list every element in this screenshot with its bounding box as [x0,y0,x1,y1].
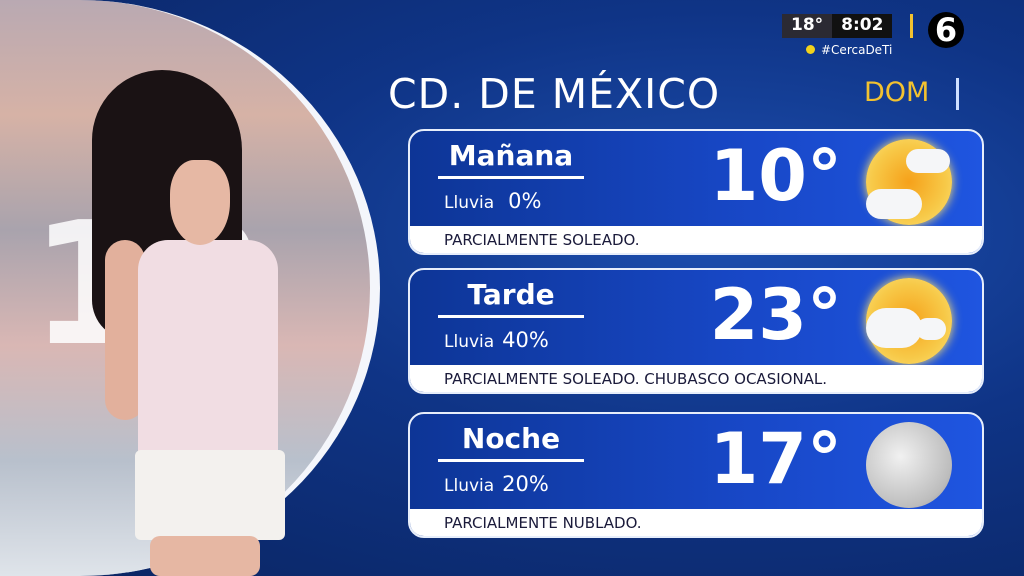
rain-label: Lluvia [444,476,495,496]
period-label: Tarde [438,278,584,318]
presenter-skirt [135,450,285,540]
presenter-face [170,160,230,245]
forecast-card-afternoon: Tarde Lluvia 40% 23° PARCIALMENTE SOLEADO… [408,268,984,394]
rain-value: 20% [502,472,549,496]
rain-chance: Lluvia 20% [444,472,549,496]
forecast-card-morning: Mañana Lluvia 0% 10° PARCIALMENTE SOLEADO… [408,129,984,255]
condition-text: PARCIALMENTE SOLEADO. CHUBASCO OCASIONAL… [410,365,982,392]
city-title: CD. DE MÉXICO [388,70,721,118]
period-label: Noche [438,422,584,462]
rain-value: 40% [502,328,549,352]
day-label: DOM [864,77,930,108]
forecast-card-night: Noche Lluvia 20% 17° PARCIALMENTE NUBLADO… [408,412,984,538]
temp-time-bug: 18° 8:02 [782,14,893,38]
period-label: Mañana [438,139,584,179]
presenter-legs [150,536,260,576]
rain-chance: Lluvia 0% [444,189,542,213]
rain-label: Lluvia [444,193,495,213]
current-temperature: 18° [782,14,833,38]
presenter-top [138,240,278,470]
rain-label: Lluvia [444,332,495,352]
hashtag: #CercaDeTi [806,43,892,57]
temperature: 17° [709,418,842,500]
dot-icon [806,45,815,54]
presenter-video: 12 [0,0,380,576]
divider [910,14,913,38]
moon-icon [866,422,952,508]
rain-chance: Lluvia 40% [444,328,549,352]
condition-text: PARCIALMENTE SOLEADO. [410,226,982,253]
condition-text: PARCIALMENTE NUBLADO. [410,509,982,536]
temperature: 23° [709,274,842,356]
temperature: 10° [709,135,842,217]
divider [956,78,959,110]
sun-showers-icon [866,278,952,364]
hashtag-text: #CercaDeTi [821,43,893,57]
current-time: 8:02 [832,14,893,38]
weather-presenter [80,70,320,576]
rain-value: 0% [508,189,542,213]
partly-sunny-icon [866,139,952,225]
channel-logo: 6 [928,12,964,48]
